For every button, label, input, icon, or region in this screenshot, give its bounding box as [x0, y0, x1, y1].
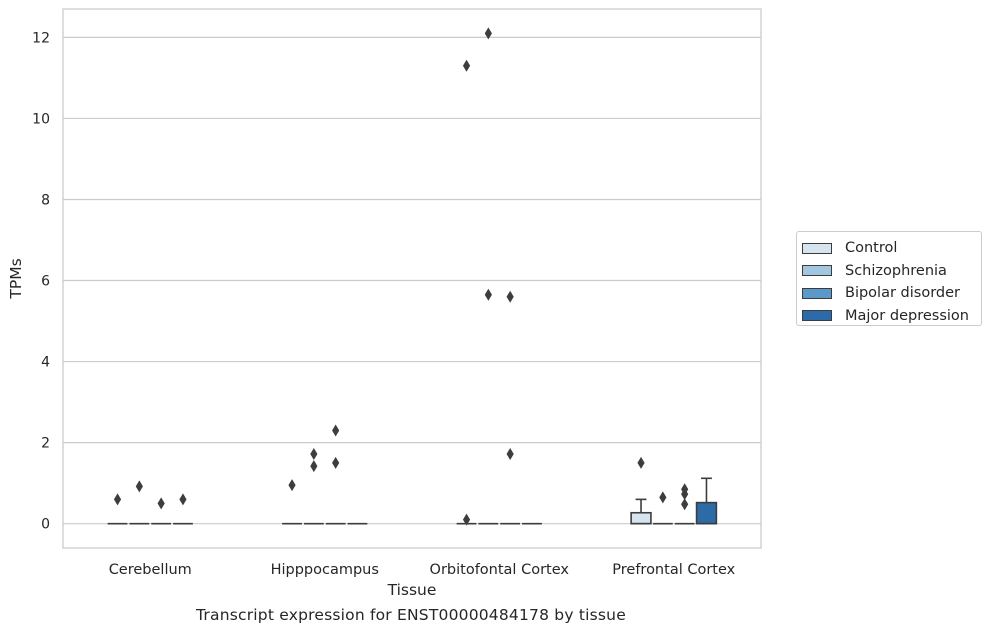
- y-tick-label: 6: [41, 274, 50, 290]
- legend-swatch-bipolar-disorder: [802, 287, 832, 299]
- outlier-point-bipolar-disorder: [506, 290, 514, 303]
- legend-swatch-major-depression: [802, 310, 832, 322]
- x-axis-label: Tissue: [387, 581, 437, 599]
- outlier-point-schizophrenia: [310, 460, 318, 473]
- y-tick-label: 10: [32, 111, 50, 127]
- outlier-point-bipolar-disorder: [332, 456, 340, 469]
- outlier-point-schizophrenia: [484, 27, 492, 40]
- legend-swatch-schizophrenia: [802, 265, 832, 277]
- outlier-point-control: [462, 59, 471, 72]
- outlier-point-control: [288, 479, 296, 492]
- x-tick-label: Cerebellum: [109, 562, 192, 578]
- outlier-point-control: [113, 493, 122, 506]
- legend-label-bipolar-disorder: Bipolar disorder: [845, 285, 960, 302]
- outlier-point-bipolar-disorder: [332, 424, 340, 437]
- y-tick-label: 0: [41, 517, 50, 533]
- x-tick-label: Orbitofontal Cortex: [430, 562, 570, 578]
- outlier-point-bipolar-disorder: [157, 497, 165, 510]
- y-tick-label: 2: [41, 436, 50, 452]
- outlier-point-schizophrenia: [484, 288, 492, 301]
- y-tick-label: 8: [41, 192, 50, 208]
- legend-item-bipolar-disorder: Bipolar disorder: [802, 282, 981, 305]
- y-axis-label: TPMs: [7, 258, 25, 299]
- outlier-point-schizophrenia: [659, 491, 667, 504]
- legend-swatch-control: [802, 242, 832, 254]
- box-control: [630, 511, 652, 525]
- y-tick-label: 12: [32, 30, 50, 46]
- chart-caption: Transcript expression for ENST0000048417…: [196, 606, 626, 624]
- x-tick-label: Hipppocampus: [271, 562, 379, 578]
- legend-label-schizophrenia: Schizophrenia: [845, 262, 947, 279]
- outlier-point-major-depression: [179, 493, 187, 506]
- plot-frame: [62, 8, 762, 549]
- outlier-point-schizophrenia: [135, 480, 143, 493]
- outlier-point-bipolar-disorder: [681, 498, 689, 511]
- legend: Control Schizophrenia Bipolar disorder M…: [796, 231, 982, 326]
- x-tick-label: Prefrontal Cortex: [612, 562, 735, 578]
- legend-label-control: Control: [845, 240, 898, 257]
- outlier-point-control: [462, 513, 471, 526]
- outlier-point-bipolar-disorder: [681, 488, 689, 501]
- legend-item-major-depression: Major depression: [802, 305, 981, 328]
- y-tick-label: 4: [41, 355, 50, 371]
- box-major-depression: [695, 501, 718, 525]
- outlier-point-bipolar-disorder: [506, 447, 514, 460]
- legend-item-control: Control: [802, 237, 981, 260]
- legend-item-schizophrenia: Schizophrenia: [802, 260, 981, 283]
- legend-label-major-depression: Major depression: [845, 307, 969, 324]
- outlier-point-schizophrenia: [310, 447, 318, 460]
- outlier-point-control: [637, 456, 645, 469]
